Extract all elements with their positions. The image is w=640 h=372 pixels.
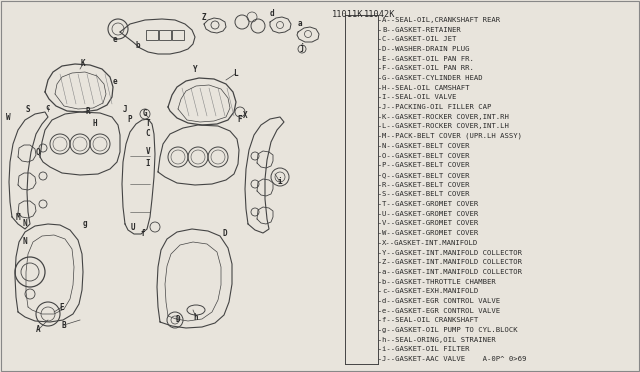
- Text: O--GASKET-BELT COVER: O--GASKET-BELT COVER: [382, 153, 470, 158]
- Text: N--GASKET-BELT COVER: N--GASKET-BELT COVER: [382, 143, 470, 149]
- Text: D: D: [223, 230, 227, 238]
- Text: H: H: [93, 119, 97, 128]
- Text: c--GASKET-EXH.MANIFOLD: c--GASKET-EXH.MANIFOLD: [382, 288, 478, 294]
- Text: b--GASKET-THROTTLE CHAMBER: b--GASKET-THROTTLE CHAMBER: [382, 279, 496, 285]
- Text: H--SEAL-OIL CAMSHAFT: H--SEAL-OIL CAMSHAFT: [382, 85, 470, 91]
- Text: I: I: [146, 160, 150, 169]
- Text: d: d: [269, 10, 275, 19]
- Text: 11042K: 11042K: [364, 10, 396, 19]
- Text: F: F: [237, 115, 243, 124]
- Text: W--GASKET-GROMET COVER: W--GASKET-GROMET COVER: [382, 230, 478, 236]
- Text: S: S: [26, 105, 30, 113]
- Text: A--SEAL-OIL,CRANKSHAFT REAR: A--SEAL-OIL,CRANKSHAFT REAR: [382, 17, 500, 23]
- Text: S--GASKET-BELT COVER: S--GASKET-BELT COVER: [382, 191, 470, 198]
- Text: T--GASKET-GROMET COVER: T--GASKET-GROMET COVER: [382, 201, 478, 207]
- Text: J--GASKET-AAC VALVE    A-0P^ 0>69: J--GASKET-AAC VALVE A-0P^ 0>69: [382, 356, 526, 362]
- Text: g: g: [83, 219, 87, 228]
- Text: d--GASKET-EGR CONTROL VALVE: d--GASKET-EGR CONTROL VALVE: [382, 298, 500, 304]
- Text: B--GASKET-RETAINER: B--GASKET-RETAINER: [382, 26, 461, 32]
- Text: C--GASKET-OIL JET: C--GASKET-OIL JET: [382, 36, 456, 42]
- Text: Y: Y: [193, 65, 197, 74]
- Text: K--GASKET-ROCKER COVER,INT.RH: K--GASKET-ROCKER COVER,INT.RH: [382, 114, 509, 120]
- Text: G: G: [143, 109, 147, 119]
- Text: W: W: [6, 112, 10, 122]
- Text: U--GASKET-GROMET COVER: U--GASKET-GROMET COVER: [382, 211, 478, 217]
- Text: N: N: [22, 237, 28, 247]
- Text: Q--GASKET-BELT COVER: Q--GASKET-BELT COVER: [382, 172, 470, 178]
- Text: I--SEAL-OIL VALVE: I--SEAL-OIL VALVE: [382, 94, 456, 100]
- Text: V--GASKET-GROMET COVER: V--GASKET-GROMET COVER: [382, 221, 478, 227]
- Text: G--GASKET-CYLINDER HEAD: G--GASKET-CYLINDER HEAD: [382, 75, 483, 81]
- Text: B: B: [61, 321, 67, 330]
- Text: L--GASKET-ROCKER COVER,INT.LH: L--GASKET-ROCKER COVER,INT.LH: [382, 124, 509, 129]
- Text: R: R: [86, 108, 90, 116]
- Text: N: N: [22, 219, 28, 228]
- Text: Y--GASKET-INT.MANIFOLD COLLECTOR: Y--GASKET-INT.MANIFOLD COLLECTOR: [382, 250, 522, 256]
- Text: R--GASKET-BELT COVER: R--GASKET-BELT COVER: [382, 182, 470, 187]
- Text: f: f: [141, 230, 145, 238]
- Text: b: b: [136, 41, 140, 49]
- Text: i--GASKET-OIL FILTER: i--GASKET-OIL FILTER: [382, 346, 470, 352]
- Bar: [146, 30, 158, 40]
- Text: C: C: [146, 129, 150, 138]
- Text: D--WASHER-DRAIN PLUG: D--WASHER-DRAIN PLUG: [382, 46, 470, 52]
- Text: V: V: [146, 148, 150, 157]
- Text: e: e: [113, 35, 117, 45]
- Text: h--SEAL-ORING,OIL STRAINER: h--SEAL-ORING,OIL STRAINER: [382, 337, 496, 343]
- Text: E: E: [60, 302, 64, 311]
- Text: E--GASKET-OIL PAN FR.: E--GASKET-OIL PAN FR.: [382, 56, 474, 62]
- Text: h: h: [194, 312, 198, 321]
- Text: Z--GASKET-INT.MANIFOLD COLLECTOR: Z--GASKET-INT.MANIFOLD COLLECTOR: [382, 259, 522, 265]
- Text: M: M: [16, 212, 20, 221]
- Text: Z: Z: [202, 13, 206, 22]
- Text: e--GASKET-EGR CONTROL VALVE: e--GASKET-EGR CONTROL VALVE: [382, 308, 500, 314]
- Text: X--GASKET-INT.MANIFOLD: X--GASKET-INT.MANIFOLD: [382, 240, 478, 246]
- Text: c: c: [45, 103, 51, 112]
- Text: A: A: [36, 326, 40, 334]
- Text: Q: Q: [36, 148, 40, 157]
- Text: D: D: [176, 315, 180, 324]
- Text: J: J: [123, 106, 127, 115]
- Bar: [172, 30, 184, 40]
- Text: F--GASKET-OIL PAN RR.: F--GASKET-OIL PAN RR.: [382, 65, 474, 71]
- Text: U: U: [131, 222, 135, 231]
- Text: a--GASKET-INT.MANIFOLD COLLECTOR: a--GASKET-INT.MANIFOLD COLLECTOR: [382, 269, 522, 275]
- Text: L: L: [233, 70, 237, 78]
- Bar: [159, 30, 171, 40]
- Text: P: P: [128, 115, 132, 124]
- Text: e: e: [113, 77, 117, 87]
- Text: f--SEAL-OIL CRANKSHAFT: f--SEAL-OIL CRANKSHAFT: [382, 317, 478, 323]
- Text: a: a: [298, 19, 302, 29]
- Text: P--GASKET-BELT COVER: P--GASKET-BELT COVER: [382, 162, 470, 168]
- Text: T: T: [146, 119, 150, 128]
- Text: M--PACK-BELT COVER (UPR.LH ASSY): M--PACK-BELT COVER (UPR.LH ASSY): [382, 133, 522, 140]
- Text: K: K: [81, 60, 85, 68]
- Text: 11011K: 11011K: [332, 10, 364, 19]
- Text: j: j: [300, 42, 304, 51]
- Text: J--PACKING-OIL FILLER CAP: J--PACKING-OIL FILLER CAP: [382, 104, 492, 110]
- Text: X: X: [243, 112, 247, 121]
- Text: i: i: [278, 177, 282, 186]
- Text: g--GASKET-OIL PUMP TO CYL.BLOCK: g--GASKET-OIL PUMP TO CYL.BLOCK: [382, 327, 518, 333]
